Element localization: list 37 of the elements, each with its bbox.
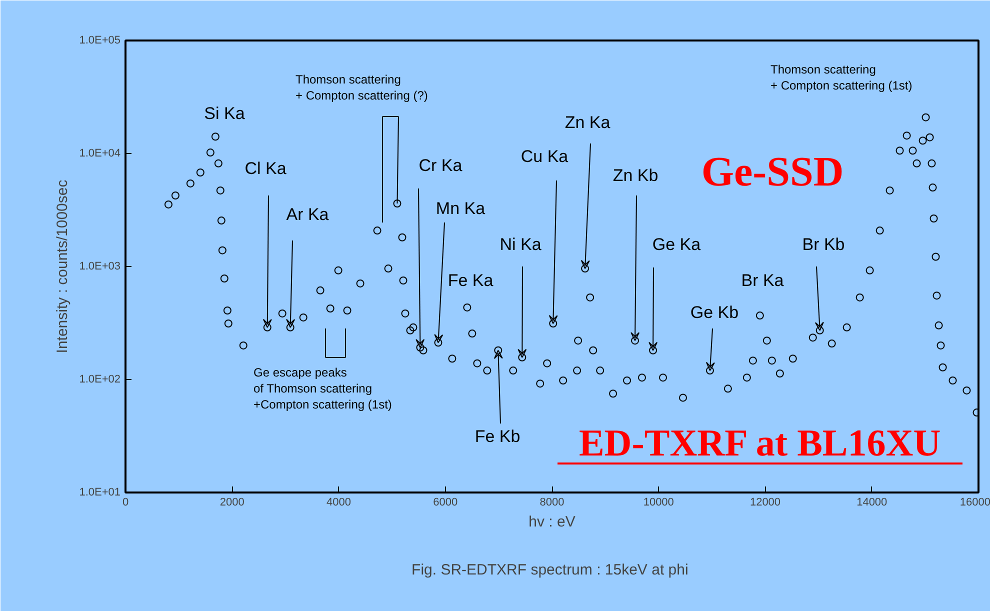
x-tick-label: 14000 xyxy=(856,496,888,508)
annotation: ED-TXRF at BL16XU xyxy=(578,422,941,464)
x-tick-label: 8000 xyxy=(540,496,564,508)
x-tick-label: 6000 xyxy=(433,496,458,508)
annotation: Fe Ka xyxy=(448,271,494,290)
annotation: Cr Ka xyxy=(418,156,463,175)
y-tick-label: 1.0E+02 xyxy=(79,374,121,386)
annotation: Br Ka xyxy=(741,271,784,290)
annotation: Cl Ka xyxy=(244,159,287,178)
annotation: Ge Ka xyxy=(652,235,702,254)
annotation: Mn Ka xyxy=(436,199,486,218)
annotation: Si Ka xyxy=(204,104,246,123)
x-axis-title: hv : eV xyxy=(528,514,576,530)
y-tick-label: 1.0E+05 xyxy=(79,34,121,46)
y-tick-label: 1.0E+03 xyxy=(79,260,121,272)
x-tick-label: 0 xyxy=(122,496,129,508)
annotation: Ge Kb xyxy=(690,303,739,322)
x-tick-label: 2000 xyxy=(220,496,244,508)
annotation: Thomson scattering + Compton scattering (1st) xyxy=(770,62,912,93)
x-tick-label: 16000 xyxy=(960,496,990,508)
y-tick-label: 1.0E+01 xyxy=(79,486,121,498)
annotation: Ge escape peaks of Thomson scattering +Compton scattering (1st) xyxy=(254,365,392,412)
annotation: Ni Ka xyxy=(500,235,542,254)
annotation: Cu Ka xyxy=(520,147,569,166)
annotation: Zn Ka xyxy=(564,113,611,132)
annotation: Ar Ka xyxy=(286,205,330,224)
x-tick-label: 4000 xyxy=(326,496,351,508)
annotation: Fe Kb xyxy=(474,427,520,446)
y-tick-label: 1.0E+04 xyxy=(79,148,121,160)
annotation: Ge-SSD xyxy=(701,150,844,196)
y-axis-title: Intensity : counts/1000sec xyxy=(54,179,72,354)
annotation: Thomson scattering + Compton scattering (?) xyxy=(296,72,428,103)
annotation: Br Kb xyxy=(802,235,845,254)
text: Fig. SR-EDTXRF spectrum : 15keV at phi xyxy=(412,562,688,578)
x-tick-label: 10000 xyxy=(643,496,674,508)
x-tick-label: 12000 xyxy=(750,496,781,508)
annotation: Zn Kb xyxy=(612,166,658,185)
